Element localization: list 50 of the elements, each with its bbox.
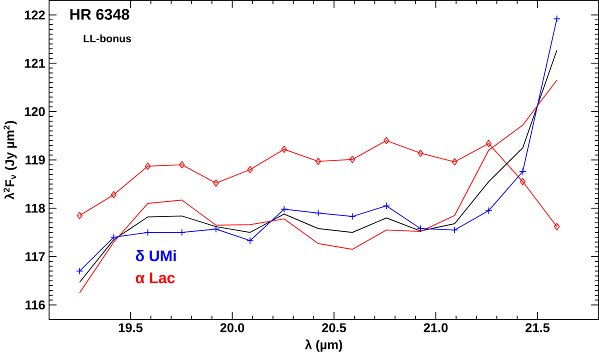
y-tick-label: 121: [24, 58, 45, 68]
point: [350, 156, 356, 163]
point: [110, 190, 117, 198]
point: [519, 168, 526, 175]
point: [179, 161, 185, 168]
point: [450, 226, 458, 234]
point: [485, 206, 492, 214]
point: [348, 212, 356, 220]
y-tick-label: 116: [26, 300, 45, 310]
point: [416, 224, 424, 232]
x-tick-label: 20.5: [322, 323, 346, 332]
y-tick-label: 117: [26, 252, 45, 261]
x-tick-label: 21.5: [526, 323, 550, 332]
x-axis-title: λ (µm): [304, 339, 342, 352]
y-tick-label: 120: [24, 106, 45, 116]
y-tick-label: 119: [26, 155, 45, 164]
chart-title: HR 6348: [70, 8, 130, 20]
point: [553, 15, 560, 22]
point: [384, 136, 390, 144]
point: [315, 158, 322, 165]
point: [382, 202, 390, 210]
point: [144, 228, 152, 236]
point: [486, 140, 492, 147]
point: [246, 236, 254, 244]
y-tick-label: 122: [24, 10, 45, 20]
point: [110, 234, 118, 241]
point: [520, 178, 526, 186]
point: [452, 158, 458, 166]
y-tick-label: 118: [26, 204, 45, 213]
point: [212, 225, 220, 233]
x-tick-label: 20.0: [220, 323, 244, 332]
point: [178, 228, 186, 236]
line-series: [79, 80, 558, 294]
point: [281, 146, 287, 153]
y-axis-title: λ$^{2}$F$_{ν}$ (Jy µm$^{2}$): [4, 120, 17, 200]
text: LL-bonus: [84, 34, 132, 42]
x-tick-label: 19.5: [118, 323, 143, 332]
line-series: [79, 50, 558, 282]
series-label: δ UMi: [136, 250, 176, 262]
point: [280, 205, 288, 213]
point: [418, 149, 424, 157]
point: [76, 267, 84, 275]
point: [247, 166, 253, 174]
point: [554, 222, 560, 230]
point: [314, 209, 322, 217]
text: α Lac: [136, 272, 175, 284]
point: [144, 162, 151, 170]
x-tick-label: 21.0: [424, 323, 448, 332]
point: [76, 212, 82, 219]
point: [213, 179, 219, 187]
